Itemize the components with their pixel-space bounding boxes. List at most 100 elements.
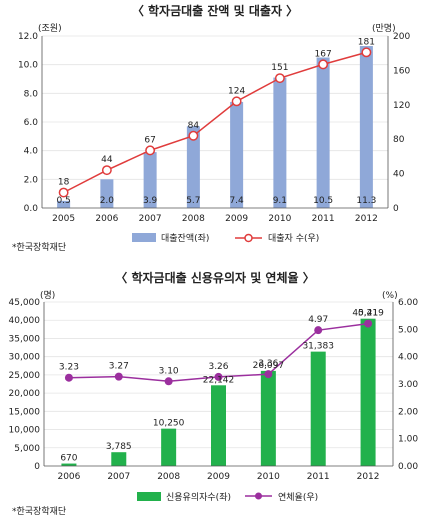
line-point	[114, 372, 123, 381]
line-point	[231, 96, 242, 107]
x-axis-tick-label: 2009	[225, 214, 248, 224]
chart1-legend: 대출잔액(좌) 대출자 수(우)	[132, 232, 319, 244]
chart1-gridlines	[42, 35, 388, 180]
chart2-data-labels: 670 3,785 10,250 22,142 26,097 31,383 40,419 3.…	[59, 309, 384, 464]
chart2-legend: 신용유의자수(좌) 연체율(우)	[137, 492, 318, 503]
line-point	[264, 370, 273, 379]
left-axis-tick-label: 12.0	[18, 32, 38, 42]
bar-data-label: 0.5	[56, 196, 70, 206]
chart1-bars	[57, 46, 373, 209]
chart1-legend-bar-swatch	[132, 233, 156, 242]
bar	[230, 101, 244, 208]
chart2-source: *한국장학재단	[12, 506, 66, 517]
right-axis-tick-label: 4.00	[398, 353, 418, 363]
line-data-label: 84	[188, 121, 200, 131]
left-axis-tick-label: 45,000	[9, 298, 41, 308]
bar-data-label: 9.1	[273, 196, 287, 206]
bar	[360, 318, 376, 466]
x-axis-tick-label: 2011	[312, 214, 335, 224]
x-axis-tick-label: 2007	[107, 472, 130, 482]
left-axis-tick-label: 4.0	[24, 147, 39, 157]
chart2-bars	[61, 318, 376, 466]
bar-data-label: 40,419	[352, 309, 384, 319]
bar	[310, 351, 326, 466]
bar-data-label: 7.4	[229, 196, 244, 206]
chart2-title: 〈 학자금대출 신용유의자 및 연체율 〉	[115, 270, 314, 285]
line-point	[364, 319, 373, 328]
left-axis-tick-label: 0.0	[24, 204, 39, 214]
right-axis-tick-label: 2.00	[398, 407, 418, 417]
chart1-legend-bar-label: 대출잔액(좌)	[161, 232, 209, 244]
bar-data-label: 31,383	[302, 342, 334, 352]
line-data-label: 67	[144, 135, 155, 145]
line-point	[164, 377, 173, 386]
chart1-title: 〈 학자금대출 잔액 및 대출자 〉	[132, 3, 298, 18]
line-data-label: 18	[58, 178, 70, 188]
line-data-label: 4.97	[308, 315, 328, 325]
line-data-label: 44	[101, 155, 113, 165]
line-point	[145, 145, 156, 156]
bar-data-label: 10,250	[153, 419, 185, 429]
bar	[273, 77, 287, 208]
line-data-label: 3.23	[59, 363, 79, 373]
line-data-label: 3.26	[208, 362, 228, 372]
credit-delinquent-chart: 〈 학자금대출 신용유의자 및 연체율 〉 (명) (%) 670 3,785 10…	[9, 270, 419, 517]
line-data-label: 167	[315, 49, 332, 59]
bar	[57, 200, 71, 208]
line-point	[101, 165, 112, 176]
series-line	[63, 51, 367, 194]
bar	[111, 452, 127, 466]
chart1-legend-line-marker	[244, 233, 253, 243]
x-axis-tick-label: 2005	[52, 214, 75, 224]
line-point	[58, 187, 69, 198]
chart2-legend-line-marker	[255, 492, 262, 500]
bar	[211, 385, 226, 466]
chart1-source: *한국장학재단	[12, 242, 66, 253]
x-axis-tick-label: 2012	[355, 214, 378, 224]
chart1-left-unit: (조원)	[38, 23, 62, 34]
right-axis-tick-label: 80	[393, 135, 405, 145]
x-axis-tick-label: 2008	[182, 214, 205, 224]
right-axis-tick-label: 200	[393, 32, 410, 42]
bar	[359, 46, 373, 209]
x-axis-tick-label: 2010	[257, 472, 280, 482]
right-axis-tick-label: 40	[393, 170, 405, 180]
left-axis-tick-label: 0	[34, 462, 40, 472]
line-point	[64, 373, 73, 382]
bar-data-label: 2.0	[100, 196, 115, 206]
right-axis-tick-label: 6.00	[398, 298, 418, 308]
chart1-axes: 0.0 2.0 4.0 6.0 8.0 10.0 12.0 0 40 80 120 160 200 200…	[18, 32, 410, 224]
chart1-line	[58, 47, 372, 198]
chart1-data-labels: 0.5 2.0 3.9 5.7 7.4 9.1 10.5 11.3 18 44 67 84 124 151…	[56, 37, 376, 206]
left-axis-tick-label: 2.0	[24, 175, 39, 185]
x-axis-tick-label: 2012	[357, 472, 380, 482]
line-point	[361, 47, 372, 58]
line-point	[214, 372, 223, 381]
line-data-label: 3.27	[109, 362, 129, 372]
bar-data-label: 670	[60, 454, 77, 464]
right-axis-tick-label: 5.00	[398, 325, 418, 335]
chart2-line	[64, 319, 373, 386]
left-axis-tick-label: 8.0	[24, 89, 39, 99]
left-axis-tick-label: 35,000	[9, 334, 41, 344]
bar-data-label: 3.9	[143, 196, 158, 206]
line-data-label: 124	[228, 86, 245, 96]
left-axis-tick-label: 6.0	[24, 118, 39, 128]
x-axis-tick-label: 2010	[268, 214, 291, 224]
left-axis-tick-label: 5,000	[14, 444, 40, 454]
line-data-label: 3.10	[159, 366, 179, 376]
right-axis-tick-label: 3.00	[398, 380, 418, 390]
chart2-legend-bar-label: 신용유의자수(좌)	[166, 492, 231, 503]
x-axis-tick-label: 2006	[95, 214, 118, 224]
line-point	[274, 73, 285, 84]
x-axis-tick-label: 2006	[57, 472, 80, 482]
right-axis-tick-label: 160	[393, 66, 410, 76]
line-point	[188, 130, 199, 141]
chart1-legend-line-label: 대출자 수(우)	[268, 233, 319, 244]
line-data-label: 151	[271, 63, 288, 73]
left-axis-tick-label: 30,000	[9, 353, 41, 363]
chart2-axes: 0 5,000 10,000 15,000 20,000 25,000 30,000 35,0…	[9, 298, 419, 482]
left-axis-tick-label: 40,000	[9, 316, 41, 326]
x-axis-tick-label: 2009	[207, 472, 230, 482]
line-point	[318, 59, 329, 70]
